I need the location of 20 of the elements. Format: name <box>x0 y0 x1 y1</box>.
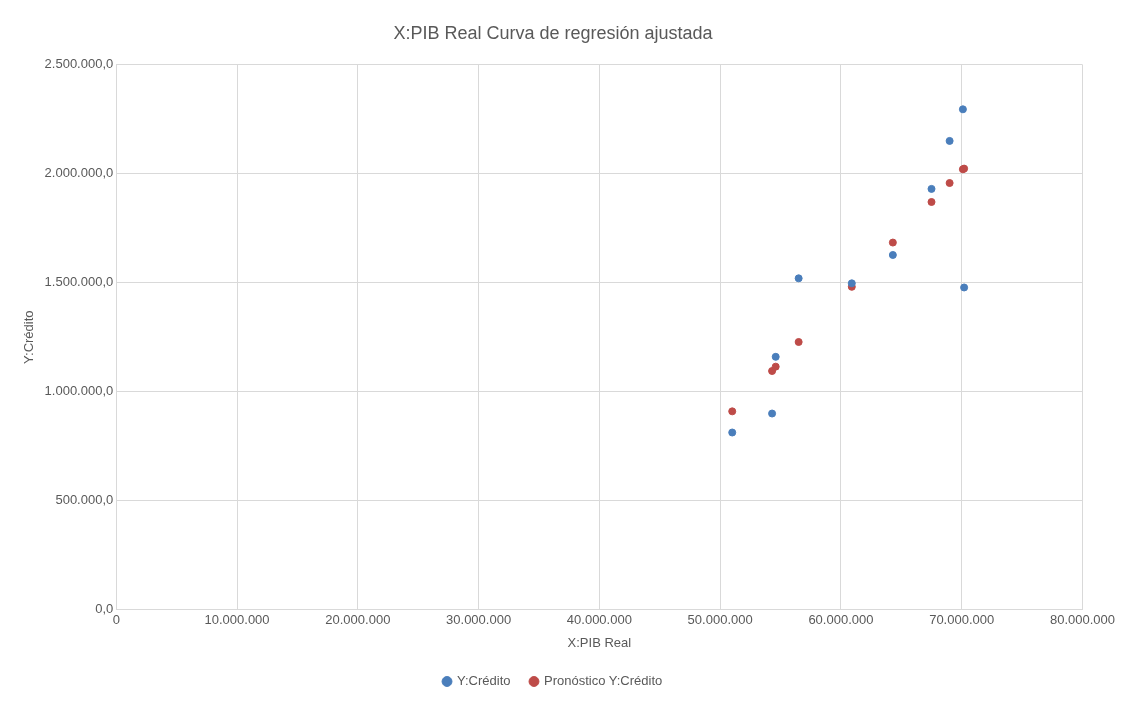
y-tick-label: 2.000.000,0 <box>44 165 114 181</box>
y-tick-label: 500.000,0 <box>55 492 114 508</box>
legend-label: Y:Crédito <box>457 673 511 689</box>
x-tick-label: 80.000.000 <box>1049 612 1116 628</box>
x-tick-label: 20.000.000 <box>325 612 391 628</box>
y-tick-label: 2.500.000,0 <box>44 56 114 72</box>
x-tick-label: 10.000.000 <box>204 612 270 628</box>
x-tick-label: 30.000.000 <box>446 612 512 628</box>
y-tick-label: 1.500.000,0 <box>44 274 114 290</box>
x-tick-label: 70.000.000 <box>929 612 995 628</box>
x-tick-label: 60.000.000 <box>808 612 874 628</box>
x-axis-title: X:PIB Real <box>567 634 632 650</box>
y-tick-label: 1.000.000,0 <box>44 383 114 399</box>
legend-label: Pronóstico Y:Crédito <box>543 673 663 689</box>
x-tick-label: 0 <box>112 612 120 628</box>
chart-title: X:PIB Real Curva de regresión ajustada <box>393 22 714 43</box>
x-tick-label: 50.000.000 <box>687 612 753 628</box>
y-axis-title: Y:Crédito <box>21 310 37 364</box>
x-tick-label: 40.000.000 <box>566 612 632 628</box>
y-tick-label: 0,0 <box>95 601 114 617</box>
